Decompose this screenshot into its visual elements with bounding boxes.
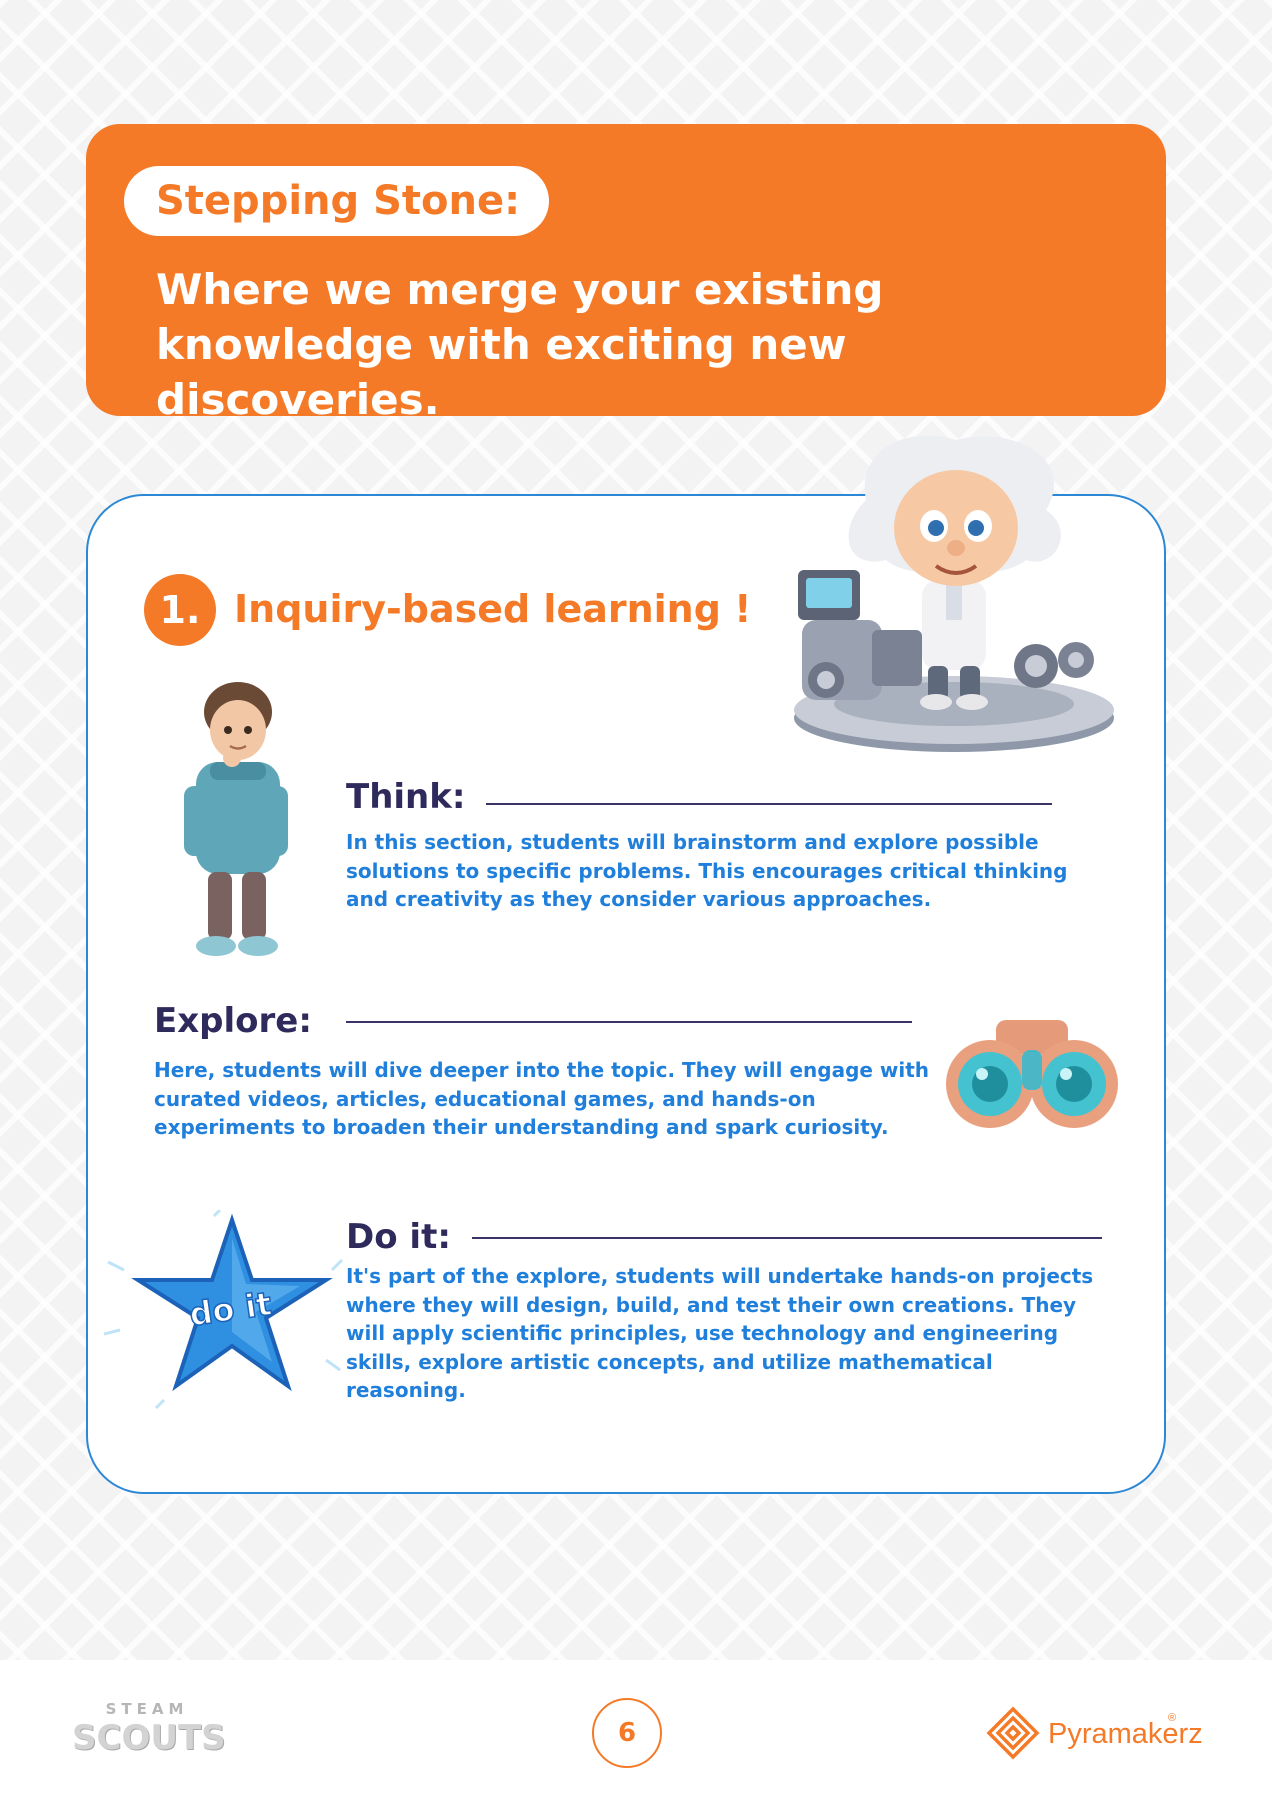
pyramakerz-icon bbox=[986, 1706, 1040, 1760]
steam-scouts-logo: STEAM SCOUTS bbox=[72, 1700, 226, 1758]
stepping-stone-banner: Stepping Stone: Where we merge your exis… bbox=[86, 124, 1166, 424]
explore-heading: Explore: bbox=[154, 1001, 312, 1041]
think-heading: Think: bbox=[346, 777, 466, 817]
section-number-badge: 1. bbox=[144, 574, 216, 646]
banner-text: Where we merge your existing knowledge w… bbox=[156, 265, 884, 424]
do-it-divider bbox=[472, 1237, 1102, 1239]
think-divider bbox=[486, 803, 1052, 805]
explore-divider bbox=[346, 1021, 912, 1023]
page-number: 6 bbox=[592, 1698, 662, 1768]
do-it-text: It's part of the explore, students will … bbox=[346, 1264, 1094, 1402]
thinking-boy-illustration bbox=[184, 682, 288, 956]
pyramakerz-logo: Pyramakerz ® bbox=[986, 1702, 1206, 1768]
section-title: Inquiry-based learning ! bbox=[234, 587, 752, 631]
scientist-illustration bbox=[794, 435, 1114, 752]
do-it-heading: Do it: bbox=[346, 1217, 451, 1257]
binoculars-illustration bbox=[946, 1020, 1118, 1128]
think-text: In this section, students will brainstor… bbox=[346, 830, 1068, 911]
do-it-star-illustration: do it bbox=[104, 1210, 344, 1410]
banner-label: Stepping Stone: bbox=[124, 166, 549, 236]
explore-text: Here, students will dive deeper into the… bbox=[154, 1058, 930, 1139]
